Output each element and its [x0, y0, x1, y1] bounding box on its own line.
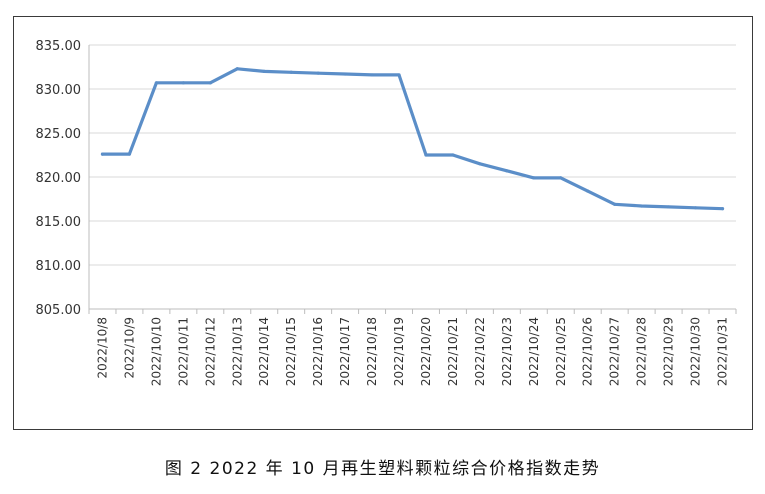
y-tick-label: 825.00 [36, 127, 82, 142]
x-tick-label: 2022/10/19 [392, 317, 406, 386]
x-tick-label: 2022/10/8 [95, 317, 109, 379]
data-point [559, 176, 563, 180]
x-tick-label: 2022/10/29 [662, 317, 676, 386]
y-axis-tick-labels: 805.00 810.00 815.00 820.00 825.00 830.00 835.… [36, 39, 82, 318]
x-axis-tick-labels: 2022/10/8 2022/10/9 2022/10/10 2022/10/11 20… [95, 317, 729, 386]
data-point [181, 81, 185, 85]
x-tick-label: 2022/10/26 [581, 317, 595, 386]
data-point [397, 73, 401, 77]
x-tick-label: 2022/10/11 [176, 317, 190, 386]
data-point [720, 207, 725, 211]
data-point [640, 204, 644, 208]
y-tick-label: 820.00 [36, 171, 82, 186]
y-tick-label: 830.00 [36, 83, 82, 98]
data-point [370, 73, 374, 77]
data-point [693, 206, 698, 210]
line-chart: 805.00 810.00 815.00 820.00 825.00 830.00 835.… [36, 39, 737, 386]
x-tick-label: 2022/10/31 [716, 317, 730, 386]
x-tick-label: 2022/10/23 [500, 317, 514, 386]
x-tick-label: 2022/10/10 [149, 317, 163, 386]
data-point [289, 70, 293, 74]
series-layer [100, 67, 725, 211]
x-tick-label: 2022/10/20 [419, 317, 433, 386]
x-tick-label: 2022/10/9 [122, 317, 136, 379]
data-point [613, 202, 617, 206]
figure-caption: 图 2 2022 年 10 月再生塑料颗粒综合价格指数走势 [164, 459, 601, 479]
data-point [505, 169, 509, 173]
gridlines [89, 44, 736, 310]
x-tick-label: 2022/10/21 [446, 317, 460, 386]
chart-frame: 805.00 810.00 815.00 820.00 825.00 830.00 835.… [13, 16, 753, 430]
data-point [154, 81, 158, 85]
x-tick-label: 2022/10/14 [257, 317, 271, 386]
x-tick-label: 2022/10/22 [473, 317, 487, 386]
data-point [586, 189, 590, 193]
x-tick-label: 2022/10/16 [311, 317, 325, 386]
data-point [262, 69, 266, 73]
y-tick-label: 810.00 [36, 259, 82, 274]
data-point [343, 72, 347, 76]
x-tick-label: 2022/10/15 [284, 317, 298, 386]
series-line [100, 67, 725, 211]
x-tick-label: 2022/10/28 [635, 317, 649, 386]
data-point [478, 162, 482, 166]
x-tick-label: 2022/10/12 [203, 317, 217, 386]
x-tick-label: 2022/10/17 [338, 317, 352, 386]
y-tick-label: 815.00 [36, 215, 82, 230]
x-tick-label: 2022/10/18 [365, 317, 379, 386]
x-tick-label: 2022/10/13 [230, 317, 244, 386]
x-tick-label: 2022/10/27 [608, 317, 622, 386]
data-point [316, 71, 320, 75]
data-point [667, 205, 671, 209]
data-point [208, 81, 212, 85]
data-point [127, 152, 132, 156]
x-tick-label: 2022/10/30 [689, 317, 703, 386]
plot-area [88, 45, 737, 314]
data-point [235, 67, 239, 71]
data-point [424, 153, 428, 157]
data-point [100, 152, 105, 156]
data-point [532, 176, 536, 180]
data-point [451, 153, 455, 157]
y-tick-label: 835.00 [36, 39, 82, 54]
x-tick-label: 2022/10/25 [554, 317, 568, 386]
y-tick-label: 805.00 [36, 303, 82, 318]
x-tick-label: 2022/10/24 [527, 317, 541, 386]
